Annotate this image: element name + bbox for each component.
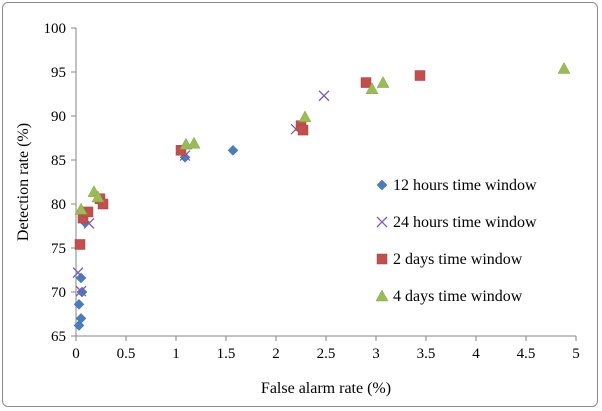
x-tick-label: 1.5 [217, 346, 236, 362]
y-axis-title: Detection rate (%) [15, 123, 32, 241]
x-tick-label: 2 [272, 346, 280, 362]
x-tick-label: 1 [172, 346, 180, 362]
legend-label: 12 hours time window [393, 177, 537, 194]
y-tick-label: 85 [51, 153, 66, 169]
y-tick-label: 70 [51, 285, 66, 301]
x-tick-label: 3.5 [417, 346, 436, 362]
data-point [376, 76, 390, 88]
data-point [227, 144, 239, 156]
data-point [72, 267, 84, 279]
legend-label: 24 hours time window [393, 214, 537, 231]
data-point [297, 124, 309, 136]
data-point [365, 82, 379, 94]
legend-marker [375, 289, 389, 302]
series-3 [74, 70, 426, 250]
x-tick-label: 5 [572, 346, 580, 362]
data-points [72, 61, 571, 331]
data-point [73, 298, 85, 310]
y-tick-label: 65 [51, 329, 66, 345]
x-tick-label: 4.5 [517, 346, 536, 362]
data-point [75, 272, 87, 284]
data-point [74, 239, 86, 250]
data-point [75, 285, 87, 297]
legend-label: 2 days time window [393, 251, 523, 268]
y-tick-label: 100 [44, 21, 67, 37]
data-point [414, 70, 426, 81]
y-tick-label: 95 [51, 65, 66, 81]
data-point [75, 313, 87, 324]
legend-item: 2 days time window [376, 251, 523, 268]
tick-labels: 65 70 75 80 85 90 95 100 0 0.5 1 1.5 2 2.5 3 3.5 4 4.5 5 [44, 21, 580, 362]
series-1 [73, 144, 239, 331]
legend: 12 hours time window 24 hours time window… [375, 177, 537, 305]
legend-item: 24 hours time window [376, 214, 537, 231]
legend-marker [376, 179, 388, 191]
data-point [187, 136, 201, 149]
legend-marker [376, 216, 388, 228]
data-point [91, 190, 105, 203]
series-4 [74, 61, 571, 215]
x-tick-label: 3 [372, 346, 380, 362]
data-point [360, 77, 372, 88]
x-axis-title: False alarm rate (%) [261, 380, 391, 397]
data-point [318, 90, 330, 102]
x-tick-label: 0.5 [117, 346, 136, 362]
data-point [97, 198, 109, 210]
x-tick-label: 0 [72, 346, 80, 362]
legend-label: 4 days time window [393, 288, 523, 305]
data-point [557, 61, 571, 74]
data-point [175, 145, 187, 156]
legend-item: 12 hours time window [376, 177, 537, 194]
data-point [74, 202, 88, 215]
series-2 [72, 90, 330, 297]
y-tick-label: 75 [51, 241, 66, 257]
x-tick-label: 4 [472, 346, 480, 362]
x-tick-label: 2.5 [317, 346, 336, 362]
y-tick-label: 80 [51, 197, 66, 213]
legend-marker [376, 253, 388, 265]
y-tick-label: 90 [51, 109, 66, 125]
legend-item: 4 days time window [375, 288, 523, 305]
data-point [298, 110, 312, 123]
